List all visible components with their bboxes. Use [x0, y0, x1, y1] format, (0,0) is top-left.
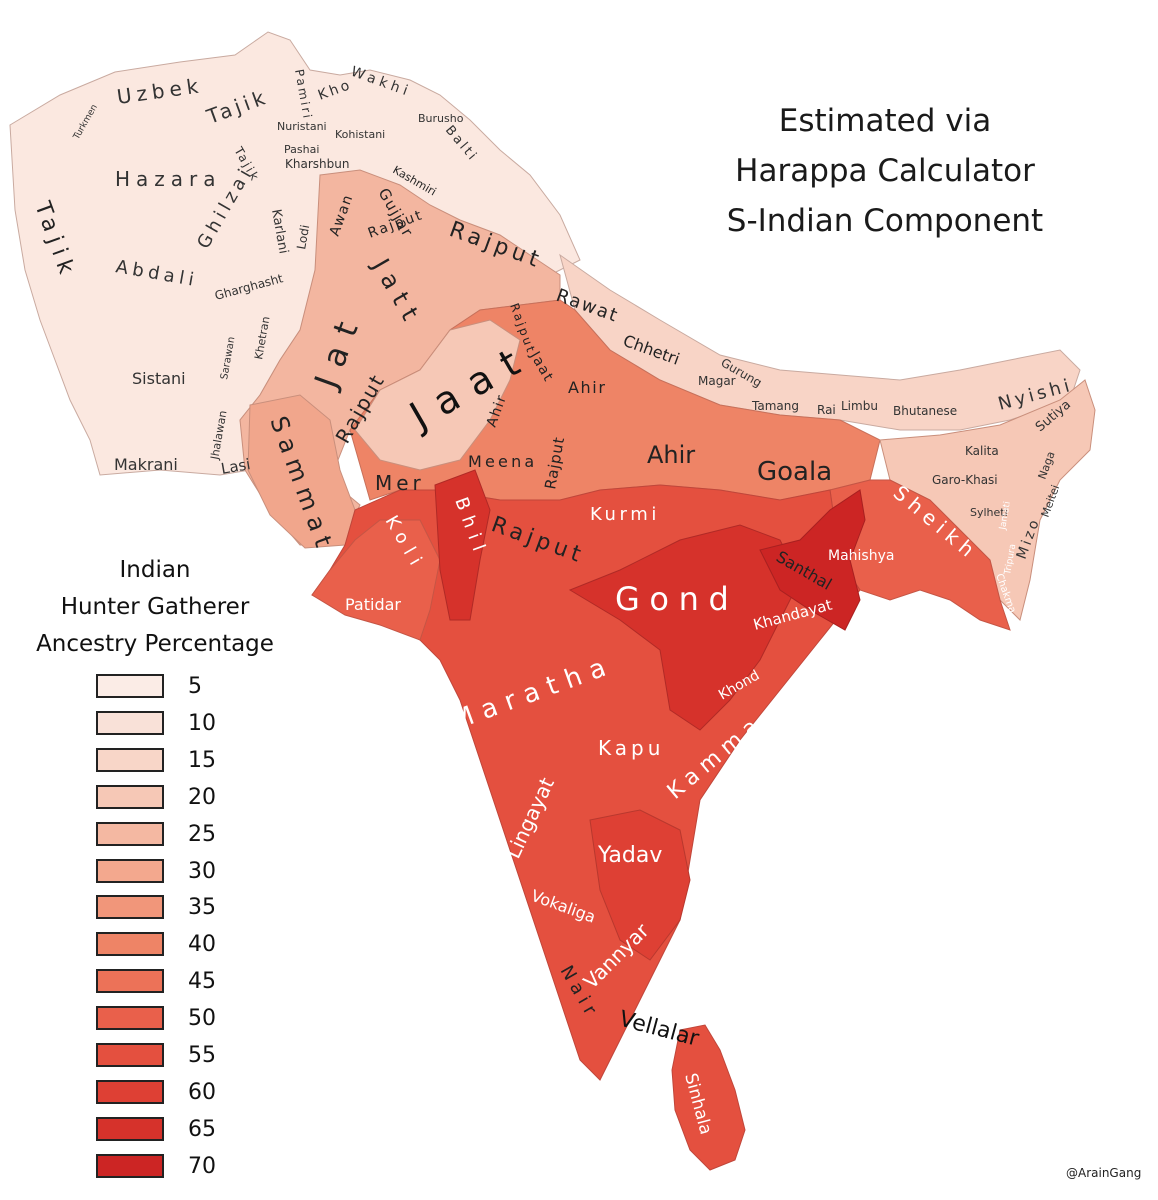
region-label: Kurmi	[590, 504, 660, 525]
title-line-3: S-Indian Component	[726, 203, 1044, 239]
region-label: Meena	[468, 452, 537, 471]
region-label: Kapu	[598, 736, 664, 760]
region-label: Limbu	[841, 399, 878, 413]
legend-swatch	[96, 1079, 164, 1104]
region-bhil	[434, 469, 491, 621]
legend-label: 30	[188, 858, 216, 884]
map-regions	[9, 31, 1096, 1171]
legend-swatch	[96, 1153, 164, 1178]
legend-swatch	[96, 674, 164, 698]
credit-text: @ArainGang	[1066, 1166, 1142, 1180]
legend-item: 40	[96, 932, 256, 960]
region-label: Vellalar	[616, 1007, 702, 1052]
region-label: Kohistani	[335, 128, 385, 141]
legend-swatch	[96, 1043, 164, 1067]
legend-title: Indian Hunter Gatherer Ancestry Percenta…	[10, 552, 300, 663]
region-label: Makrani	[114, 455, 178, 474]
legend-title-line-1: Indian	[119, 557, 191, 583]
legend-label: 60	[188, 1079, 216, 1105]
region-label: Pashai	[284, 143, 319, 156]
legend-item: 20	[96, 784, 256, 813]
region-label: Kharshbun	[285, 157, 349, 171]
region-label: Nuristani	[277, 120, 327, 133]
legend-item: 65	[96, 1116, 256, 1145]
region-label: Ahir	[568, 378, 607, 397]
legend-label: 15	[188, 747, 216, 773]
region-label: Yadav	[597, 843, 662, 868]
legend-item: 5	[96, 674, 256, 702]
region-label: Patidar	[345, 595, 401, 614]
legend-swatch	[96, 784, 164, 809]
legend-item: 60	[96, 1079, 256, 1108]
region-label: Magar	[698, 374, 736, 388]
legend-label: 20	[188, 784, 216, 810]
legend-swatch	[96, 858, 164, 883]
legend-item: 55	[96, 1043, 256, 1071]
legend-label: 55	[188, 1043, 216, 1068]
region-santhal	[759, 489, 866, 631]
map-title: Estimated via Harappa Calculator S-India…	[700, 96, 1070, 246]
region-label: Mer	[375, 471, 425, 495]
legend-swatch	[96, 710, 164, 735]
legend-item: 70	[96, 1153, 256, 1182]
legend-swatch	[96, 932, 164, 957]
region-label: Burusho	[418, 112, 464, 125]
legend-label: 10	[188, 710, 216, 736]
legend-item: 35	[96, 895, 256, 923]
legend-label: 25	[188, 821, 216, 847]
region-label: Sistani	[132, 369, 186, 388]
legend-item: 50	[96, 1006, 256, 1034]
title-line-2: Harappa Calculator	[735, 153, 1035, 189]
legend-item: 30	[96, 858, 256, 887]
legend-swatch	[96, 895, 164, 920]
region-bengal	[829, 479, 1011, 631]
legend-label: 40	[188, 932, 216, 958]
legend-label: 5	[188, 674, 202, 699]
legend-swatch	[96, 1116, 164, 1141]
region-label: Mahishya	[828, 548, 894, 564]
legend-label: 70	[188, 1153, 216, 1179]
region-yadav	[589, 809, 691, 961]
legend-swatch	[96, 969, 164, 994]
region-label: Bunt	[507, 905, 526, 929]
region-label: Hazara	[115, 167, 222, 191]
region-rajasthan	[354, 319, 521, 471]
region-label: Goala	[757, 457, 832, 487]
region-label: Ahir	[647, 441, 695, 469]
title-line-1: Estimated via	[778, 103, 992, 139]
region-label: Lasi	[220, 455, 252, 478]
region-srilanka	[671, 1024, 746, 1171]
legend-title-line-2: Hunter Gatherer	[60, 594, 250, 620]
legend-label: 65	[188, 1116, 216, 1142]
region-label: Kalita	[965, 444, 999, 458]
legend-title-line-3: Ancestry Percentage	[36, 631, 274, 657]
region-label: Tamang	[751, 399, 799, 413]
legend-item: 15	[96, 747, 256, 776]
region-gond	[568, 524, 801, 731]
region-label: Sylheti	[970, 506, 1008, 519]
region-label: Bhutanese	[893, 404, 957, 418]
legend-swatch	[96, 821, 164, 846]
legend-swatch	[96, 1006, 164, 1031]
region-label: Lodi	[294, 224, 312, 251]
region-label: Gond	[615, 580, 738, 618]
legend-label: 45	[188, 969, 216, 995]
legend-label: 35	[188, 895, 216, 921]
region-label: Garo-Khasi	[932, 473, 998, 487]
region-label: Rai	[817, 403, 836, 417]
legend-item: 25	[96, 821, 256, 850]
legend-label: 50	[188, 1006, 216, 1032]
legend-item: 10	[96, 710, 256, 739]
legend-item: 45	[96, 969, 256, 997]
legend-swatch	[96, 747, 164, 772]
